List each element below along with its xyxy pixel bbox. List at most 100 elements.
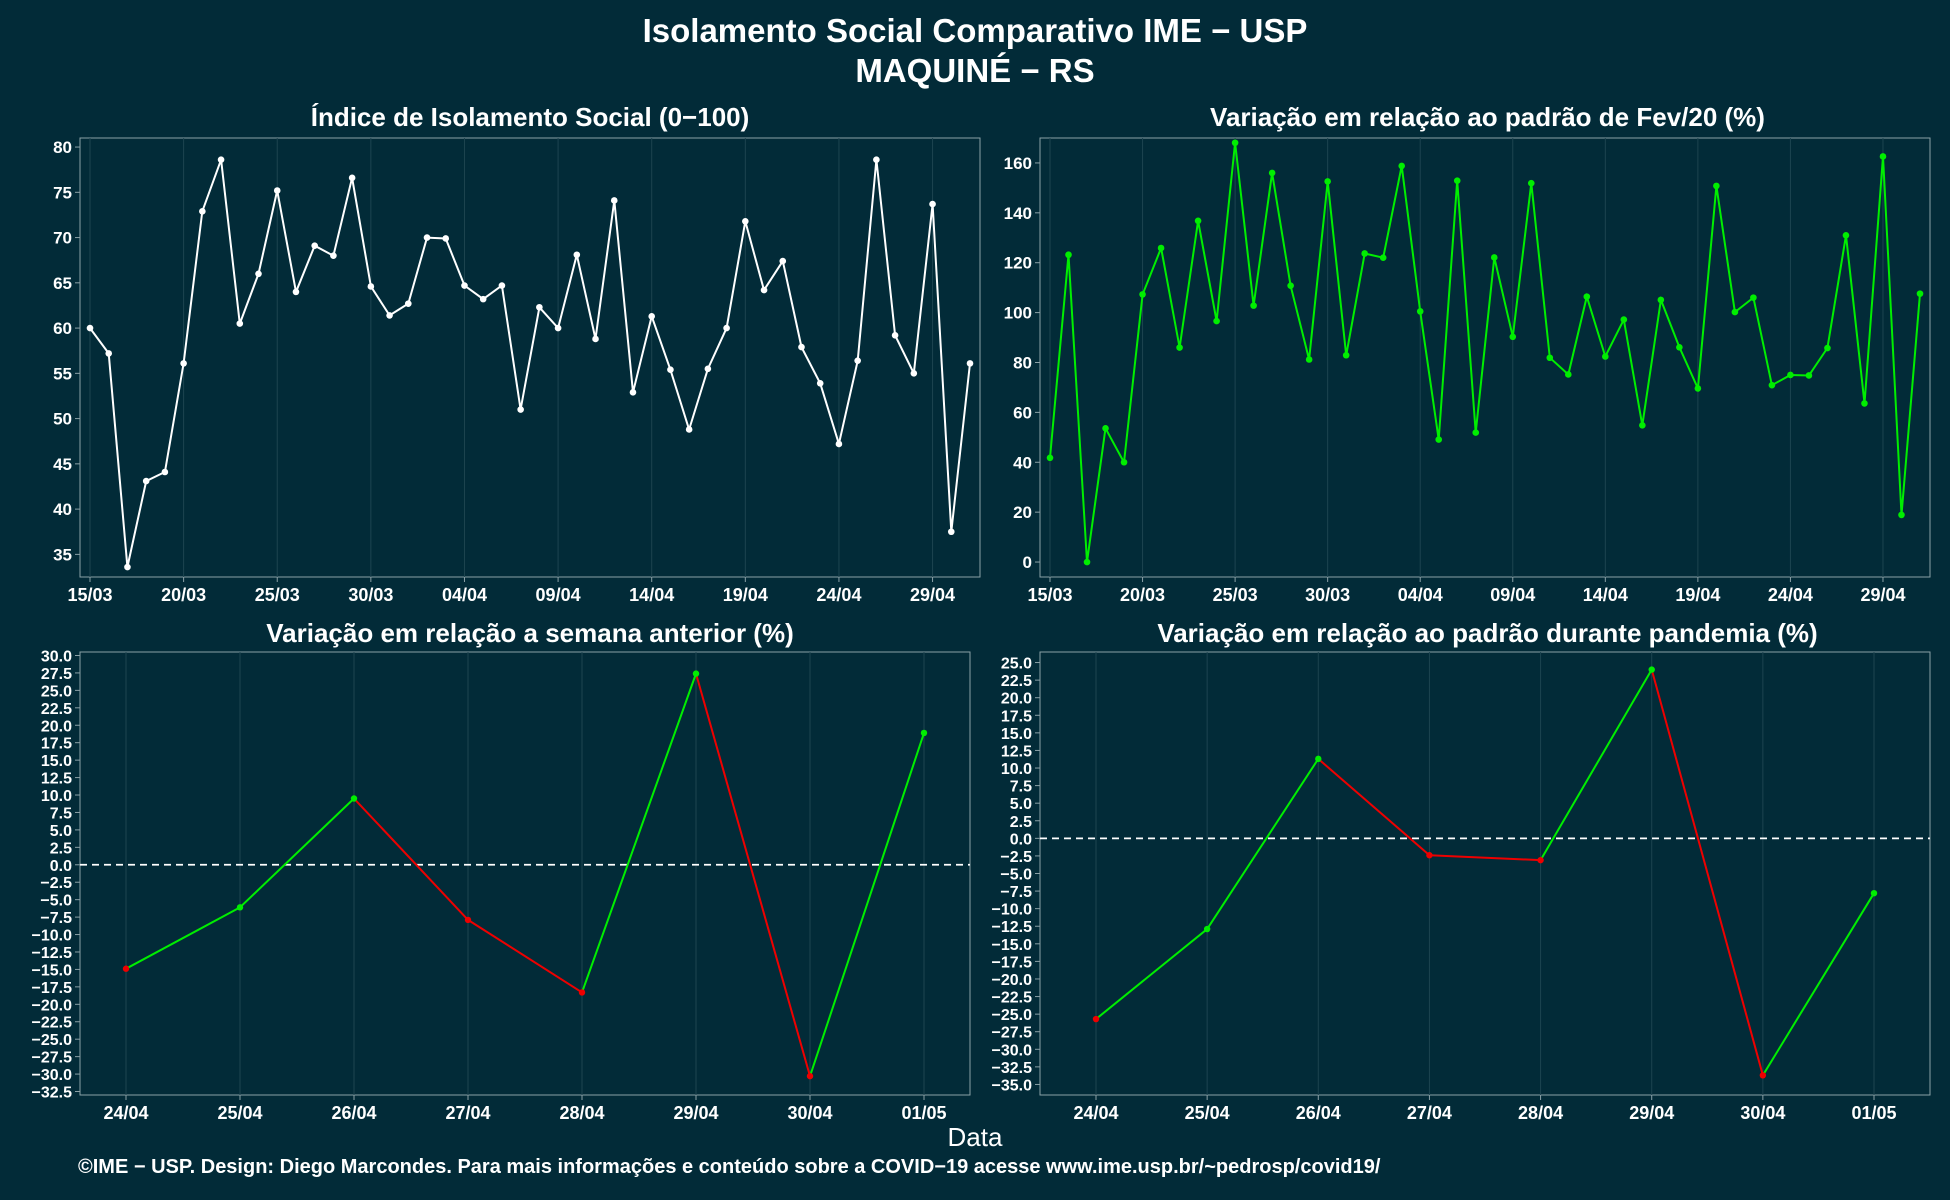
chart-subtitle: MAQUINÉ − RS <box>855 52 1095 89</box>
panel-1-data-point <box>217 156 225 164</box>
panel-4-y-tick-label: 15.0 <box>1001 726 1032 743</box>
panel-1-x-tick-label: 14/04 <box>629 585 674 605</box>
panel-4-data-point <box>1092 1015 1100 1023</box>
panel-3-data-point <box>578 989 586 996</box>
panel-2-series-line <box>1049 142 1921 563</box>
panel-4-y-tick-label: −25.0 <box>992 1007 1033 1024</box>
panel-2-data-point <box>1509 333 1517 341</box>
panel-4-y-tick-label: 25.0 <box>1001 656 1032 673</box>
panel-3-x-tick-label: 25/04 <box>217 1103 262 1123</box>
panel-3-y-tick-label: 15.0 <box>41 753 72 770</box>
panel-1-data-point <box>161 468 169 476</box>
panel-4-y-tick-label: −15.0 <box>992 937 1033 954</box>
panel-3-x-tick-label: 28/04 <box>559 1103 604 1123</box>
panel-2-x-tick-label: 29/04 <box>1860 585 1905 605</box>
panel-3-data-point <box>350 795 358 802</box>
panel-3-data-point <box>692 670 700 677</box>
panel-4-data-point <box>1759 1072 1767 1079</box>
panel-1-y-tick-label: 45 <box>53 455 72 474</box>
footer-credit: ©IME − USP. Design: Diego Marcondes. Par… <box>78 1156 1381 1178</box>
panel-2-data-point <box>1546 354 1554 362</box>
panel-4-y-tick-label: 12.5 <box>1001 743 1032 760</box>
panel-2-data-point <box>1231 139 1239 147</box>
panel-2-data-point <box>1676 343 1683 351</box>
panel-2-data-point <box>1102 425 1109 432</box>
panel-4-title: Variação em relação ao padrão durante pa… <box>1157 618 1818 648</box>
panel-1-data-point <box>180 360 187 367</box>
panel-3-y-tick-label: 20.0 <box>41 718 72 735</box>
panel-1-data-point <box>348 174 356 182</box>
panel-1-y-tick-label: 60 <box>53 319 72 338</box>
panel-2-data-point <box>1916 290 1924 297</box>
panel-4-data-point <box>1203 925 1211 933</box>
panel-1-data-point <box>255 270 262 278</box>
panel-1-data-point <box>873 156 880 164</box>
panel-1-x-tick-label: 29/04 <box>910 585 955 605</box>
panel-4-y-tick-label: −20.0 <box>992 972 1033 989</box>
panel-2-data-point <box>1120 458 1128 466</box>
panel-2-x-tick-label: 20/03 <box>1120 585 1165 605</box>
panel-4-y-tick-label: −12.5 <box>992 919 1033 936</box>
panel-4-y-tick-label: −35.0 <box>992 1077 1033 1094</box>
panel-4-y-tick-label: −10.0 <box>992 902 1033 919</box>
panel-3-y-tick-label: −7.5 <box>40 910 72 927</box>
panel-1-data-point <box>554 324 562 332</box>
panel-4-x-tick-label: 24/04 <box>1073 1103 1118 1123</box>
panel-1-data-point <box>367 283 375 290</box>
panel-3-x-tick-label: 01/05 <box>901 1103 946 1123</box>
panel-3-y-tick-label: 2.5 <box>50 840 72 857</box>
panel-1-data-point <box>479 295 487 303</box>
panel-1-data-point <box>311 242 318 250</box>
panel-3-data-point <box>236 904 244 911</box>
panel-2-data-point <box>1731 308 1739 316</box>
panel-4-y-tick-label: 2.5 <box>1010 814 1032 831</box>
panel-3-series-segment <box>467 919 583 994</box>
panel-1-data-point <box>648 313 656 320</box>
panel-1-data-point <box>461 282 468 289</box>
panel-1-x-tick-label: 15/03 <box>67 585 112 605</box>
panel-4-series-segment <box>1650 669 1764 1076</box>
panel-4-series-segment <box>1317 758 1431 856</box>
panel-2-y-tick-label: 20 <box>1013 503 1032 522</box>
panel-2-x-tick-label: 14/04 <box>1583 585 1628 605</box>
panel-1-x-tick-label: 09/04 <box>536 585 581 605</box>
chart-title: Isolamento Social Comparativo IME − USP <box>642 12 1308 49</box>
panel-4-data-point <box>1315 755 1322 763</box>
panel-1-x-tick-label: 24/04 <box>816 585 861 605</box>
panel-2-data-point <box>1287 282 1294 289</box>
panel-3-y-tick-label: 22.5 <box>41 701 72 718</box>
panel-3-y-tick-label: 12.5 <box>41 771 72 788</box>
panel-4-data-point <box>1537 856 1544 864</box>
panel-3-y-tick-label: −17.5 <box>32 980 73 997</box>
panel-2-data-point <box>1416 308 1424 315</box>
panel-2-data-point <box>1787 371 1794 379</box>
panel-4-y-tick-label: 22.5 <box>1001 673 1032 690</box>
panel-1-data-point <box>854 357 861 364</box>
panel-3-y-tick-label: 30.0 <box>41 648 72 665</box>
panel-1-data-point <box>498 282 506 289</box>
panel-2-x-tick-label: 09/04 <box>1490 585 1535 605</box>
panel-3-series-segment <box>353 797 469 921</box>
panel-2-data-point <box>1527 179 1535 187</box>
panel-2-data-point <box>1879 153 1887 160</box>
x-axis-label: Data <box>947 1122 1003 1152</box>
panel-2-data-point <box>1342 351 1350 359</box>
panel-1-x-tick-label: 20/03 <box>161 585 206 605</box>
panel-2-data-point <box>1176 344 1183 351</box>
panel-1-title: Índice de Isolamento Social (0−100) <box>310 102 750 132</box>
panel-2-data-point <box>1657 296 1665 304</box>
panel-4-y-tick-label: 10.0 <box>1001 761 1032 778</box>
panel-4-y-tick-label: 7.5 <box>1010 779 1032 796</box>
panel-4-series-segment <box>1095 928 1208 1020</box>
panel-3-series-segment <box>125 906 241 970</box>
panel-3-y-tick-label: −2.5 <box>40 875 72 892</box>
panel-4-y-tick-label: 5.0 <box>1010 796 1032 813</box>
panel-1-data-point <box>910 370 918 377</box>
panel-1-data-point <box>236 320 244 327</box>
panel-1-data-point <box>947 528 955 536</box>
panel-2-data-point <box>1268 169 1276 177</box>
panel-1-data-point <box>404 300 412 307</box>
panel-3-y-tick-label: −30.0 <box>32 1067 73 1084</box>
panel-1-data-point <box>536 303 543 311</box>
